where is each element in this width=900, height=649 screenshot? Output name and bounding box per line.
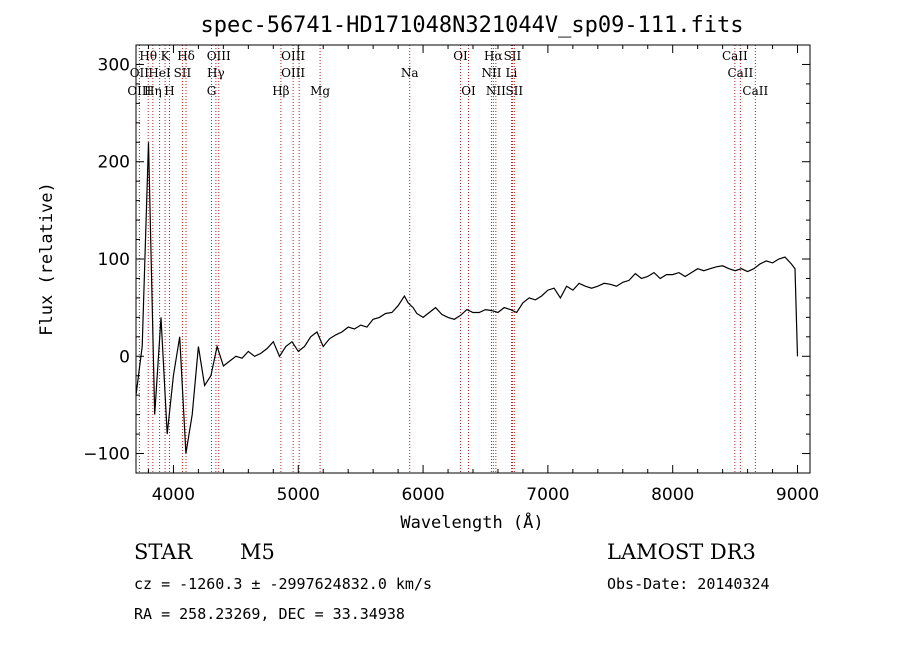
emission-line-label: H bbox=[164, 84, 174, 98]
plot-frame bbox=[135, 44, 811, 474]
emission-line-label: K bbox=[161, 49, 171, 63]
y-tick-label: 200 bbox=[98, 153, 130, 173]
y-axis-label: Flux (relative) bbox=[37, 182, 57, 336]
x-tick-label: 8000 bbox=[651, 485, 694, 505]
x-tick-label: 6000 bbox=[401, 485, 444, 505]
axis-ticks: 4000 5000 6000 7000 8000 9000 −100 0 100 200 300 bbox=[83, 45, 819, 505]
emission-line-label: OI bbox=[453, 49, 468, 63]
x-axis-label: Wavelength (Å) bbox=[400, 511, 543, 533]
velocity-readout: cz = -1260.3 ± -2997624832.0 km/s bbox=[134, 575, 433, 593]
emission-line-label: Mg bbox=[310, 84, 330, 98]
observation-date: Obs-Date: 20140324 bbox=[607, 575, 770, 593]
emission-line-label: G bbox=[207, 84, 217, 98]
x-tick-label: 5000 bbox=[277, 485, 320, 505]
emission-line-label: SII bbox=[505, 84, 523, 98]
emission-line-label: CaII bbox=[722, 49, 748, 63]
emission-line-label: Hδ bbox=[177, 49, 195, 63]
spectral-subclass: M5 bbox=[240, 540, 275, 564]
chart-title: spec-56741-HD171048N321044V_sp09-111.fit… bbox=[200, 13, 743, 38]
emission-line-label: Hβ bbox=[272, 84, 289, 98]
coordinates-readout: RA = 258.23269, DEC = 33.34938 bbox=[134, 605, 405, 623]
emission-line-label: OIII bbox=[207, 49, 231, 63]
x-tick-label: 9000 bbox=[776, 485, 819, 505]
y-tick-label: 100 bbox=[98, 250, 130, 270]
emission-line-label: OI bbox=[461, 84, 476, 98]
emission-line-label: CaII bbox=[727, 66, 753, 80]
emission-line-label: Hα bbox=[484, 49, 503, 63]
emission-line-label: Hη bbox=[144, 84, 162, 98]
y-tick-label: 300 bbox=[98, 55, 130, 75]
emission-line-label: OIII bbox=[127, 84, 151, 98]
emission-line-label: Na bbox=[401, 66, 419, 80]
object-class: STAR bbox=[134, 540, 193, 564]
emission-line-markers bbox=[138, 45, 756, 473]
emission-line-label: Li bbox=[506, 66, 518, 80]
y-tick-label: −100 bbox=[83, 445, 130, 465]
survey-name: LAMOST DR3 bbox=[607, 540, 756, 564]
x-tick-label: 4000 bbox=[152, 485, 195, 505]
emission-line-label: SII bbox=[504, 49, 522, 63]
emission-line-label: Hθ bbox=[139, 49, 157, 63]
x-tick-label: 7000 bbox=[526, 485, 569, 505]
emission-line-label: SII bbox=[174, 66, 192, 80]
emission-line-label: OII bbox=[130, 66, 150, 80]
flux-series-line bbox=[135, 142, 799, 454]
emission-line-label: OIII bbox=[281, 49, 305, 63]
emission-line-label: NII bbox=[481, 66, 501, 80]
emission-line-label: OIII bbox=[281, 66, 305, 80]
emission-line-label: NII bbox=[486, 84, 506, 98]
y-tick-label: 0 bbox=[119, 347, 130, 367]
emission-line-label: CaII bbox=[742, 84, 768, 98]
emission-line-label: Hγ bbox=[207, 66, 225, 80]
emission-line-label: HeI bbox=[148, 66, 171, 80]
